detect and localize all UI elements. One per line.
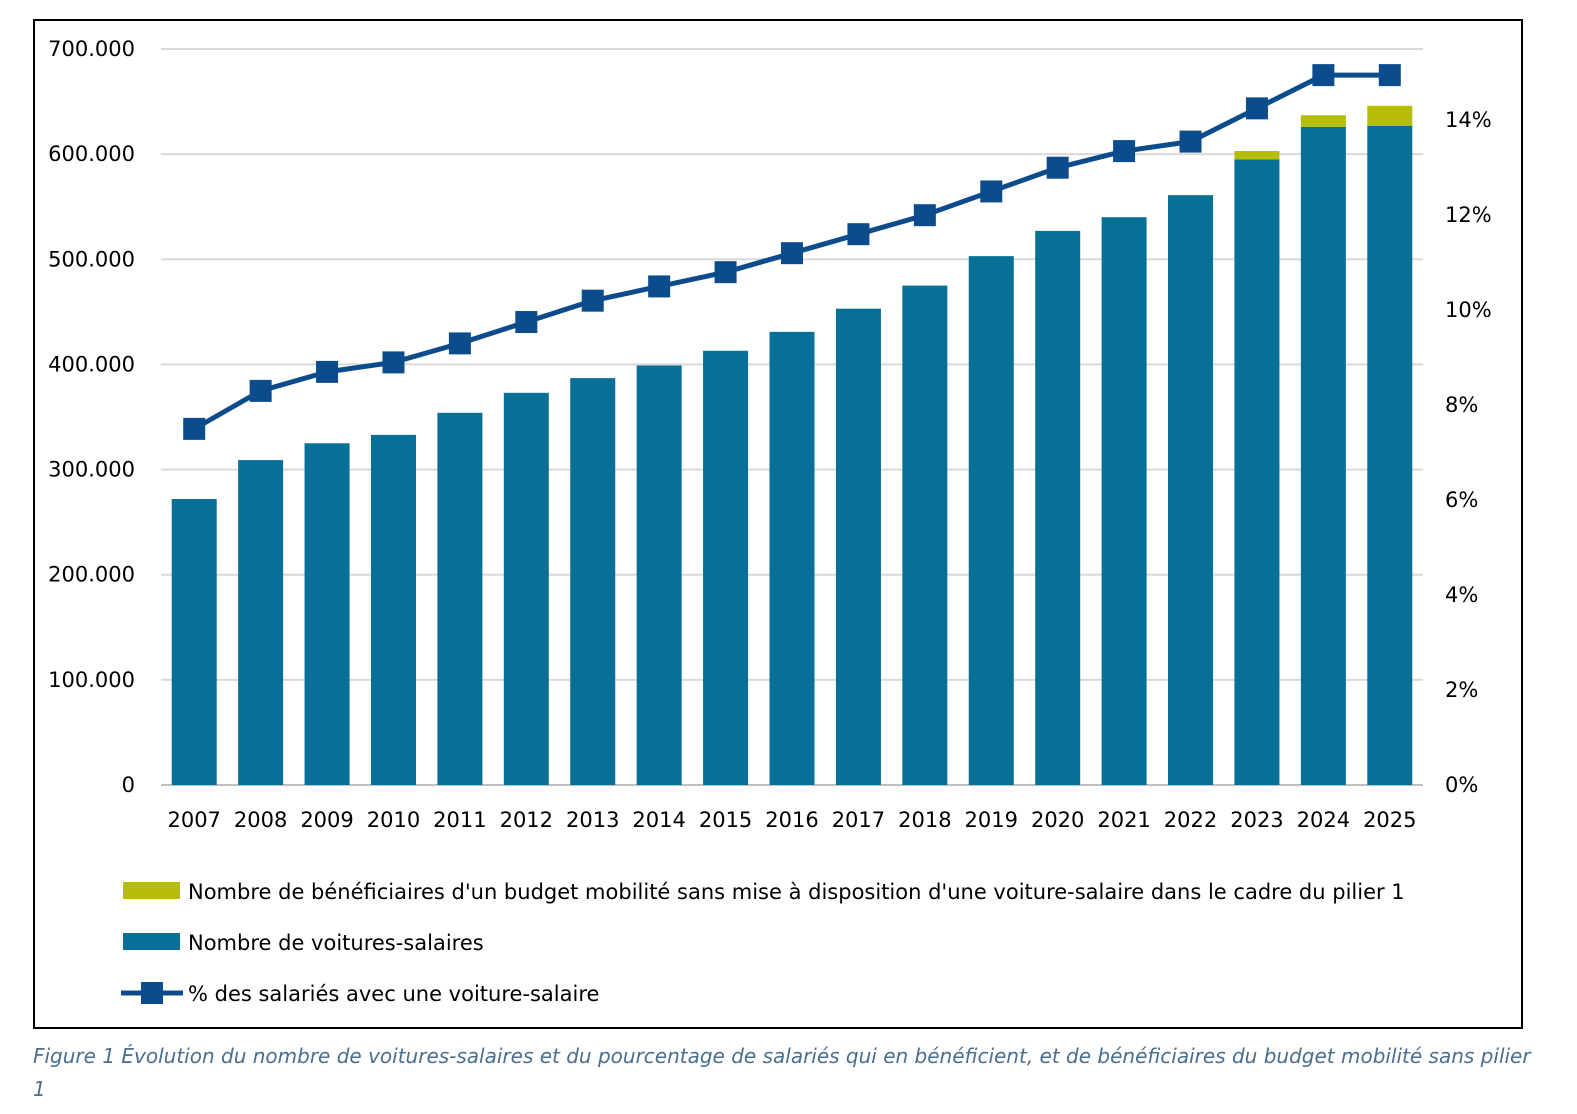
x-tick-label: 2011 <box>433 808 486 832</box>
bar-budget-mobilite <box>1367 105 1413 126</box>
legend-marker <box>141 982 163 1004</box>
x-tick-label: 2015 <box>699 808 752 832</box>
x-tick-label: 2009 <box>300 808 353 832</box>
percent-marker <box>847 223 870 246</box>
x-tick-label: 2017 <box>832 808 885 832</box>
percent-marker <box>648 275 671 298</box>
percent-marker <box>781 242 803 265</box>
percent-marker <box>1378 64 1401 87</box>
bar-voitures-salaires <box>370 434 416 785</box>
y-right-tick-label: 14% <box>1445 108 1492 132</box>
percent-marker <box>1179 130 1202 153</box>
y-right-tick-label: 12% <box>1445 203 1492 227</box>
x-tick-label: 2013 <box>566 808 619 832</box>
y-left-tick-label: 500.000 <box>48 247 135 271</box>
x-tick-label: 2021 <box>1097 808 1150 832</box>
bar-voitures-salaires <box>968 256 1014 785</box>
bar-voitures-salaires <box>437 412 483 785</box>
y-right-tick-label: 8% <box>1445 393 1478 417</box>
bar-voitures-salaires <box>703 350 749 785</box>
percent-marker <box>1113 140 1136 163</box>
bar-voitures-salaires <box>1300 126 1346 785</box>
x-tick-label: 2010 <box>367 808 420 832</box>
x-tick-label: 2008 <box>234 808 287 832</box>
percent-marker <box>316 360 339 383</box>
legend-label: Nombre de bénéficiaires d'un budget mobi… <box>188 880 1405 904</box>
percent-marker <box>183 417 206 440</box>
bar-voitures-salaires <box>503 392 549 785</box>
x-tick-label: 2014 <box>632 808 685 832</box>
x-tick-label: 2007 <box>167 808 220 832</box>
y-left-tick-label: 200.000 <box>48 563 135 587</box>
bar-voitures-salaires <box>1234 159 1280 785</box>
bar-budget-mobilite <box>1300 115 1346 127</box>
x-tick-label: 2016 <box>765 808 818 832</box>
x-tick-label: 2023 <box>1230 808 1283 832</box>
percent-marker <box>980 180 1003 203</box>
percent-marker <box>1312 64 1335 87</box>
bar-voitures-salaires <box>1168 195 1214 786</box>
bar-voitures-salaires <box>835 308 881 785</box>
percent-marker <box>1046 156 1069 179</box>
legend-swatch <box>123 933 180 950</box>
legend-swatch <box>123 882 180 899</box>
chart-frame: 0 100.000 200.000 300.000 400.000 500.000 600.… <box>33 19 1523 1029</box>
bar-budget-mobilite <box>1234 150 1280 160</box>
y-right-tick-label: 0% <box>1445 773 1478 797</box>
x-tick-label: 2018 <box>898 808 951 832</box>
bar-voitures-salaires <box>570 378 616 785</box>
bar-voitures-salaires <box>1101 217 1147 785</box>
bar-voitures-salaires <box>902 285 948 785</box>
line-series <box>183 64 1401 440</box>
x-tick-label: 2025 <box>1363 808 1416 832</box>
bar-voitures-salaires <box>769 331 815 785</box>
bar-voitures-salaires <box>636 365 682 785</box>
y-left-tick-label: 400.000 <box>48 352 135 376</box>
bar-voitures-salaires <box>238 460 284 785</box>
bar-voitures-salaires <box>171 499 217 785</box>
y-right-tick-label: 4% <box>1445 583 1478 607</box>
x-tick-label: 2020 <box>1031 808 1084 832</box>
y-right-tick-label: 10% <box>1445 298 1492 322</box>
x-tick-label: 2012 <box>500 808 553 832</box>
y-left-tick-label: 300.000 <box>48 458 135 482</box>
y-left-tick-label: 100.000 <box>48 668 135 692</box>
bar-voitures-salaires <box>1367 125 1413 786</box>
legend-label: % des salariés avec une voiture-salaire <box>188 982 599 1006</box>
percent-marker <box>714 261 737 284</box>
y-right-tick-label: 6% <box>1445 488 1478 512</box>
y-left-tick-label: 600.000 <box>48 142 135 166</box>
x-tick-label: 2019 <box>965 808 1018 832</box>
y-right-tick-label: 2% <box>1445 678 1478 702</box>
legend-label: Nombre de voitures-salaires <box>188 931 484 955</box>
percent-marker <box>382 351 405 374</box>
percent-marker <box>913 204 936 227</box>
bar-voitures-salaires <box>304 443 350 785</box>
figure-caption: Figure 1 Évolution du nombre de voitures… <box>33 1044 1531 1101</box>
percent-marker <box>515 311 538 334</box>
percent-marker <box>581 289 604 312</box>
bar-voitures-salaires <box>1035 230 1081 785</box>
y-left-tick-label: 700.000 <box>48 37 135 61</box>
legend: Nombre de bénéficiaires d'un budget mobi… <box>121 880 1405 1006</box>
x-tick-label: 2022 <box>1164 808 1217 832</box>
x-tick-label: 2024 <box>1297 808 1350 832</box>
y-left-tick-label: 0 <box>122 773 135 797</box>
bars <box>171 105 1413 786</box>
percent-marker <box>448 332 471 355</box>
percent-marker <box>249 379 272 402</box>
percent-marker <box>1245 97 1268 120</box>
axes: 0 100.000 200.000 300.000 400.000 500.000 600.… <box>48 37 1492 832</box>
chart: 0 100.000 200.000 300.000 400.000 500.000 600.… <box>48 37 1492 1006</box>
